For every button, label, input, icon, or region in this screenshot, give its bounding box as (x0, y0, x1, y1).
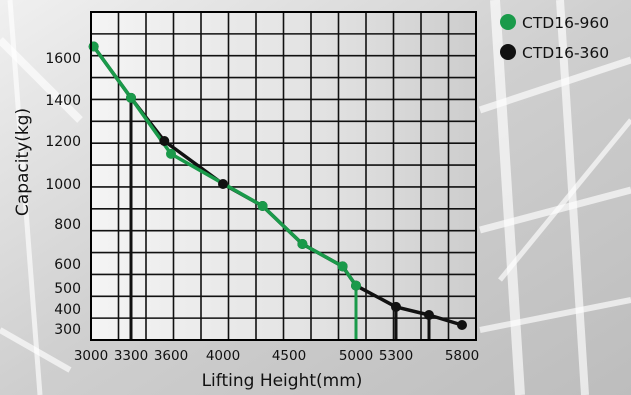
legend-label: CTD16-960 (522, 14, 609, 32)
series-points (88, 41, 467, 330)
plot-frame (90, 11, 477, 341)
y-tick-label: 400 (54, 302, 81, 318)
y-tick-label: 1600 (45, 51, 81, 67)
data-point-CTD16-960 (126, 92, 136, 103)
y-tick-label: 1000 (45, 177, 81, 193)
y-tick-labels: 300 400 500 600 800 1000 1200 1400 1600 (45, 51, 81, 338)
legend-label: CTD16-360 (522, 44, 609, 62)
data-point-CTD16-360 (424, 310, 434, 320)
legend-marker (500, 44, 516, 60)
x-tick-label: 3300 (114, 348, 148, 364)
data-point-CTD16-960 (166, 148, 176, 159)
data-point-CTD16-360 (159, 136, 170, 146)
x-tick-label: 4500 (272, 348, 306, 364)
legend: CTD16-960 CTD16-360 (500, 14, 609, 62)
data-point-CTD16-360 (457, 320, 467, 330)
data-point-CTD16-960 (337, 261, 348, 272)
data-point-CTD16-960 (351, 280, 361, 291)
x-tick-label: 5000 (339, 348, 373, 364)
legend-marker (500, 14, 516, 30)
y-tick-label: 1200 (45, 134, 81, 150)
drop-lines (129, 97, 431, 340)
data-point-CTD16-960 (297, 239, 308, 249)
x-axis-label: Lifting Height(mm) (202, 371, 363, 391)
x-tick-label: 5300 (379, 348, 413, 364)
x-tick-label: 4000 (206, 348, 240, 364)
data-point-CTD16-360 (218, 179, 228, 189)
y-tick-label: 600 (54, 257, 81, 273)
grid (91, 12, 476, 340)
x-tick-label: 3000 (74, 348, 108, 364)
y-tick-label: 300 (54, 322, 81, 338)
x-tick-label: 5800 (445, 348, 479, 364)
data-point-CTD16-960 (257, 201, 268, 211)
y-tick-label: 800 (54, 217, 81, 233)
x-tick-label: 3600 (154, 348, 188, 364)
x-tick-labels: 3000 3300 3600 4000 4500 5000 5300 5800 (74, 348, 479, 364)
y-tick-label: 500 (54, 281, 81, 297)
y-tick-label: 1400 (45, 93, 81, 109)
data-point-CTD16-360 (391, 301, 401, 312)
y-axis-label: Capacity(kg) (13, 108, 33, 216)
